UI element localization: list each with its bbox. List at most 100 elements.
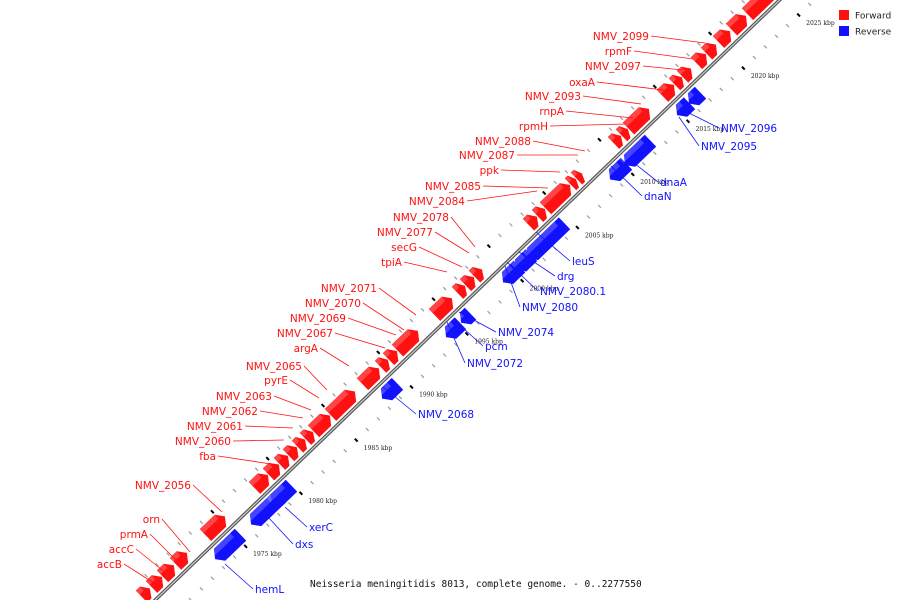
svg-text:rnpA: rnpA — [539, 106, 564, 118]
minor-tick — [575, 159, 580, 163]
gene-nmv-2093 — [622, 107, 651, 135]
svg-text:NMV_2080: NMV_2080 — [522, 302, 578, 314]
svg-text:NMV_2070: NMV_2070 — [305, 298, 361, 310]
gene-nmv-2095 — [671, 97, 696, 117]
minor-tick — [675, 130, 679, 134]
gene-label-dnan: dnaN — [610, 165, 672, 203]
svg-text:accB: accB — [97, 559, 122, 571]
major-tick — [707, 31, 713, 36]
minor-tick — [166, 552, 170, 557]
genome-caption: Neisseria meningitidis 8013, complete ge… — [310, 579, 642, 590]
svg-text:NMV_2077: NMV_2077 — [377, 227, 433, 239]
gene-label-nmv-2096: NMV_2096 — [688, 112, 777, 135]
major-tick — [685, 119, 691, 124]
minor-tick — [686, 52, 690, 57]
gene-label-tpia: tpiA — [381, 257, 448, 273]
gene-label-accc: accC — [109, 544, 167, 574]
gene-rnpa — [615, 126, 631, 142]
svg-text:dxs: dxs — [295, 539, 313, 551]
minor-tick — [221, 499, 226, 504]
minor-tick — [321, 470, 325, 474]
minor-tick — [387, 406, 392, 411]
svg-text:NMV_2093: NMV_2093 — [525, 91, 581, 103]
svg-text:NMV_2088: NMV_2088 — [475, 136, 531, 148]
minor-tick — [542, 257, 547, 262]
minor-tick — [641, 161, 646, 166]
major-tick — [520, 278, 525, 283]
gene-nmv-2068 — [376, 377, 404, 401]
gene-label-accb: accB — [97, 559, 158, 586]
major-tick — [409, 384, 414, 390]
gene-label-dxs: dxs — [267, 516, 313, 551]
gene-nmv-2071 — [391, 329, 420, 357]
minor-tick — [420, 374, 425, 379]
scale-tick-label: 2015 kbp — [696, 126, 725, 133]
major-tick — [630, 172, 635, 177]
minor-tick — [664, 140, 668, 145]
svg-text:dnaA: dnaA — [660, 177, 688, 189]
gene-nmv-2077 — [459, 275, 476, 292]
gene-label-nmv-2070: NMV_2070 — [305, 298, 405, 331]
gene-nmv-2099 — [690, 52, 708, 70]
svg-text:NMV_2061: NMV_2061 — [187, 421, 243, 433]
minor-tick — [343, 448, 347, 453]
scale-tick-label: 1975 kbp — [253, 551, 282, 558]
minor-tick — [453, 276, 458, 280]
gene-label-nmv-2080: NMV_2080 — [504, 265, 578, 314]
gene-nmv-2061 — [273, 453, 290, 470]
minor-tick — [420, 307, 425, 312]
minor-tick — [619, 116, 624, 121]
minor-tick — [265, 523, 270, 527]
minor-tick — [453, 342, 458, 347]
gene-nmv-2072 — [440, 317, 467, 339]
gene-label-drg: drg — [518, 251, 574, 283]
legend-reverse-label: Reverse — [855, 28, 892, 38]
gene-label-orn: orn — [143, 514, 191, 553]
svg-text:pyrE: pyrE — [264, 375, 288, 387]
svg-text:oxaA: oxaA — [569, 77, 596, 89]
minor-tick — [675, 63, 679, 68]
gene-label-nmv-2071: NMV_2071 — [321, 283, 417, 316]
gene-rpmf — [676, 66, 693, 83]
minor-tick — [354, 371, 358, 376]
legend: Forward Reverse — [839, 10, 892, 38]
svg-text:NMV_2067: NMV_2067 — [277, 328, 333, 340]
svg-text:rpmH: rpmH — [519, 121, 548, 133]
major-tick — [486, 243, 491, 249]
svg-text:NMV_2065: NMV_2065 — [246, 361, 302, 373]
gene-label-pcm: pcm — [452, 318, 508, 353]
minor-tick — [287, 435, 292, 440]
svg-text:NMV_2078: NMV_2078 — [393, 212, 449, 224]
minor-tick — [498, 233, 502, 238]
gene-label-secg: secG — [391, 242, 463, 268]
svg-text:NMV_2071: NMV_2071 — [321, 283, 377, 295]
svg-text:accC: accC — [109, 544, 134, 556]
minor-tick — [564, 236, 569, 241]
minor-tick — [210, 576, 215, 581]
minor-tick — [697, 108, 701, 113]
gene-label-nmv-2074: NMV_2074 — [458, 311, 554, 339]
svg-text:NMV_2062: NMV_2062 — [202, 406, 258, 418]
gene-label-nmv-2078: NMV_2078 — [393, 212, 476, 248]
minor-tick — [409, 318, 414, 323]
gene-label-dnaa: dnaA — [628, 158, 688, 189]
minor-tick — [597, 204, 602, 209]
gene-leus — [522, 217, 571, 260]
svg-text:drg: drg — [557, 271, 574, 283]
gene-label-heml: hemL — [224, 563, 284, 596]
minor-tick — [785, 23, 790, 28]
major-tick — [464, 331, 469, 336]
minor-tick — [586, 148, 591, 153]
svg-text:argA: argA — [294, 343, 319, 355]
gene-nmv-2097 — [668, 74, 685, 91]
minor-tick — [752, 55, 757, 60]
svg-text:NMV_2060: NMV_2060 — [175, 436, 231, 448]
minor-tick — [288, 502, 292, 506]
gene-arga — [324, 389, 357, 421]
minor-tick — [608, 193, 613, 198]
gene-label-nmv-2077: NMV_2077 — [377, 227, 470, 254]
gene-gene-fwd-d — [741, 0, 780, 21]
gene-label-nmv-2072: NMV_2072 — [446, 321, 523, 370]
svg-text:orn: orn — [143, 514, 160, 526]
